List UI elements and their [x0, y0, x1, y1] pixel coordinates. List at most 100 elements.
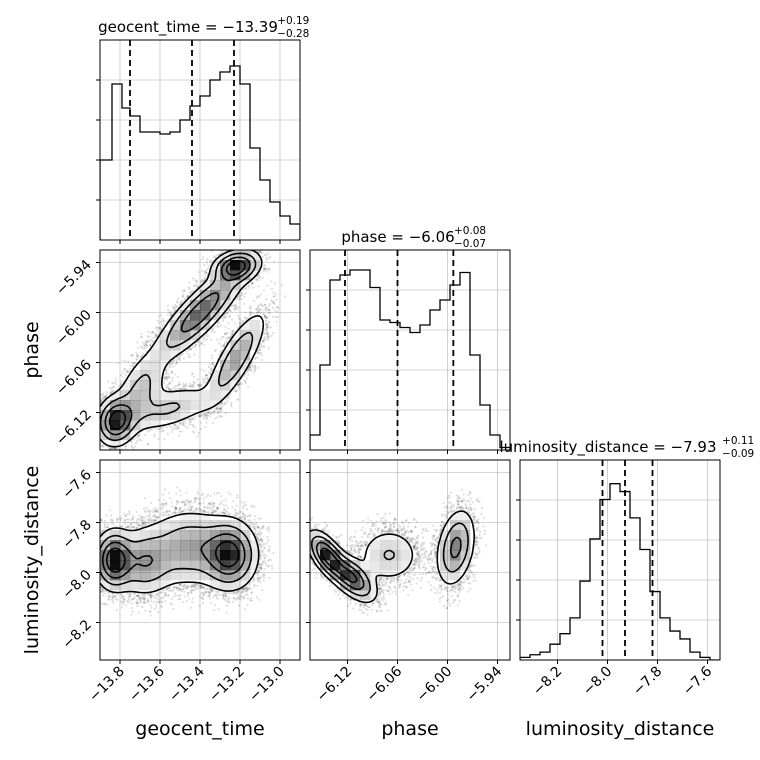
scatter-point — [253, 585, 256, 588]
scatter-point — [222, 594, 225, 598]
scatter-point — [200, 368, 203, 371]
scatter-point — [124, 514, 127, 517]
scatter-point — [263, 303, 267, 306]
density-cell — [150, 570, 161, 581]
scatter-point — [382, 529, 385, 533]
scatter-point — [426, 556, 429, 559]
scatter-point — [192, 424, 195, 427]
scatter-point — [175, 585, 178, 588]
density-cell — [220, 370, 231, 381]
scatter-point — [473, 517, 476, 521]
scatter-point — [448, 602, 451, 605]
scatter-point — [412, 545, 415, 548]
scatter-point — [156, 515, 159, 518]
scatter-point — [208, 502, 212, 505]
scatter-point — [157, 594, 160, 598]
scatter-point — [192, 417, 196, 421]
scatter-point — [142, 520, 145, 523]
scatter-point — [260, 566, 263, 569]
scatter-point — [261, 309, 264, 312]
scatter-point — [207, 595, 210, 598]
scatter-point — [452, 503, 455, 506]
scatter-point — [252, 525, 255, 528]
density-cell — [170, 560, 181, 571]
scatter-point — [114, 382, 117, 385]
scatter-point — [457, 595, 460, 599]
scatter-point — [265, 306, 268, 310]
scatter-point — [171, 505, 174, 508]
scatter-point — [260, 531, 263, 534]
density-cell — [190, 540, 201, 551]
density-cell — [250, 330, 261, 341]
scatter-point — [188, 420, 192, 424]
scatter-point — [405, 518, 408, 522]
scatter-point — [177, 508, 180, 512]
scatter-point — [200, 586, 203, 589]
scatter-point — [408, 540, 412, 543]
scatter-point — [429, 583, 432, 587]
scatter-point — [217, 608, 220, 611]
scatter-point — [226, 311, 229, 314]
scatter-point — [163, 379, 166, 382]
scatter-point — [242, 590, 246, 593]
scatter-point — [109, 514, 113, 517]
scatter-point — [207, 411, 210, 414]
scatter-point — [199, 586, 202, 589]
scatter-point — [244, 311, 247, 314]
scatter-point — [468, 573, 471, 576]
scatter-point — [396, 527, 399, 530]
density-cell — [240, 270, 251, 281]
scatter-point — [192, 375, 195, 378]
scatter-point — [259, 293, 263, 296]
scatter-point — [175, 306, 179, 309]
scatter-point — [390, 530, 393, 533]
scatter-point — [241, 515, 244, 519]
scatter-point — [152, 519, 155, 522]
scatter-point — [160, 503, 163, 506]
panel-frame — [309, 249, 511, 451]
scatter-point — [205, 414, 208, 417]
scatter-point — [135, 521, 138, 524]
scatter-point — [115, 525, 118, 528]
scatter-point — [280, 284, 283, 287]
scatter-point — [380, 581, 383, 584]
scatter-point — [382, 595, 385, 598]
scatter-point — [378, 591, 382, 594]
scatter-point — [416, 542, 420, 545]
scatter-point — [190, 588, 193, 591]
density-cell — [160, 350, 171, 361]
scatter-point — [272, 551, 275, 554]
scatter-point — [412, 518, 416, 522]
scatter-point — [256, 571, 259, 574]
scatter-point — [258, 250, 261, 254]
scatter-point — [275, 320, 278, 323]
scatter-point — [256, 307, 259, 310]
scatter-point — [149, 516, 152, 520]
scatter-point — [164, 384, 168, 387]
scatter-point — [473, 514, 476, 518]
scatter-point — [273, 282, 276, 285]
scatter-point — [138, 518, 141, 521]
scatter-point — [234, 390, 237, 393]
scatter-point — [413, 561, 416, 564]
scatter-point — [126, 526, 129, 529]
scatter-point — [106, 526, 110, 529]
scatter-point — [183, 387, 186, 390]
scatter-point — [456, 500, 459, 503]
scatter-point — [256, 305, 260, 308]
scatter-point — [389, 527, 393, 530]
scatter-point — [185, 384, 188, 387]
scatter-point — [208, 363, 211, 366]
scatter-point — [378, 591, 382, 594]
scatter-point — [389, 582, 392, 585]
scatter-point — [261, 526, 264, 530]
scatter-point — [264, 556, 267, 559]
scatter-point — [267, 312, 271, 315]
scatter-point — [228, 592, 231, 595]
scatter-point — [175, 486, 178, 489]
scatter-point — [407, 570, 410, 573]
scatter-point — [192, 430, 195, 433]
scatter-point — [263, 542, 266, 546]
scatter-point — [366, 534, 369, 537]
